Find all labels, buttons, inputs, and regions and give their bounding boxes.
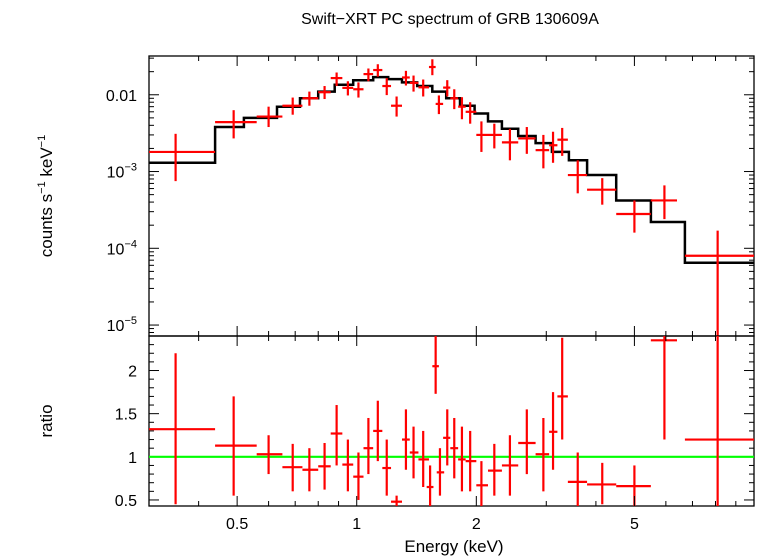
spectrum-data-point <box>353 82 364 98</box>
spectrum-data-point <box>435 95 444 115</box>
spectrum-data-point <box>363 68 374 82</box>
ratio-y-axis-label: ratio <box>37 404 56 437</box>
spectrum-panel: 0.01 10−3 10−4 10−5 <box>106 55 755 337</box>
x-axis: 0.5 1 2 5 <box>148 56 737 533</box>
ratio-y-tick-label: 2 <box>128 364 137 381</box>
spectrum-data-point <box>549 131 558 163</box>
ratio-data-point <box>557 337 568 440</box>
ratio-data-point <box>382 439 392 496</box>
spectrum-data-point <box>557 127 568 156</box>
spectrum-data-point <box>443 80 451 97</box>
spectrum-data-point <box>302 91 319 106</box>
ratio-data-point <box>426 465 434 506</box>
ratio-data-point <box>587 462 617 505</box>
ratio-y-tick-label: 1 <box>128 450 137 467</box>
ratio-data-point <box>436 448 445 496</box>
spectrum-data-point <box>487 123 502 149</box>
spectrum-data-point <box>330 72 343 87</box>
x-tick-label: 5 <box>630 516 639 533</box>
spectrum-data-point <box>450 89 459 110</box>
spectrum-data-point <box>215 110 257 139</box>
model-step-line <box>149 75 754 264</box>
spectrum-data-point <box>428 59 436 76</box>
chart-title: Swift−XRT PC spectrum of GRB 130609A <box>301 11 599 28</box>
spectrum-data-point <box>476 121 488 152</box>
spectrum-data-point <box>650 185 678 220</box>
ratio-data-point <box>443 409 451 466</box>
spectrum-data-point <box>409 75 419 92</box>
spectrum-y-axis-label: counts s−1 keV−1 <box>36 135 56 257</box>
ratio-data-point <box>256 435 283 475</box>
x-tick-label: 2 <box>472 516 481 533</box>
spectrum-data-point <box>465 102 477 124</box>
spectrum-data-point <box>587 178 617 205</box>
spectrum-data-point <box>616 200 651 233</box>
ratio-panel: 0.5 1 1.5 2 <box>115 335 755 510</box>
ratio-data-point <box>616 465 651 506</box>
ratio-data-point <box>353 452 364 500</box>
spectrum-data-point <box>318 86 331 100</box>
spectrum-y-tick-label: 0.01 <box>106 88 137 105</box>
spectrum-y-tick-label: 10−5 <box>107 315 137 335</box>
ratio-data-point <box>458 426 466 492</box>
ratio-y-tick-label: 0.5 <box>115 493 137 510</box>
ratio-data-point <box>432 336 439 394</box>
spectrum-y-tick-label: 10−4 <box>107 238 137 258</box>
spectrum-data-point <box>149 133 216 182</box>
ratio-data-point <box>535 417 550 492</box>
ratio-data-point <box>318 443 331 490</box>
ratio-data-point <box>215 396 257 496</box>
ratio-data-point <box>450 417 459 479</box>
spectrum-data-point <box>391 96 402 117</box>
ratio-data-point <box>363 417 374 475</box>
x-axis-label: Energy (keV) <box>404 537 503 556</box>
ratio-data-point <box>501 435 519 496</box>
spectrum-data-point <box>373 64 383 77</box>
ratio-data-point <box>518 409 536 475</box>
ratio-data-point <box>330 405 343 466</box>
spectrum-y-tick-label: 10−3 <box>107 162 137 182</box>
ratio-data-point <box>549 392 558 470</box>
spectrum-data-point <box>382 78 392 96</box>
spectrum-data-point <box>684 230 754 336</box>
ratio-data-point <box>650 336 678 440</box>
ratio-y-tick-label: 1.5 <box>115 407 137 424</box>
ratio-data-point <box>149 353 216 505</box>
ratio-data-point <box>342 439 354 492</box>
ratio-data-point <box>282 443 303 492</box>
spectrum-data-point <box>458 97 466 120</box>
spectrum-data-point <box>418 79 429 97</box>
spectrum-data-point <box>282 97 303 115</box>
ratio-frame <box>148 335 755 507</box>
ratio-data-point <box>418 430 429 488</box>
spectrum-data-point <box>567 160 588 194</box>
spectrum-data-point <box>518 127 536 154</box>
ratio-data-point <box>401 409 410 470</box>
ratio-data-point <box>487 443 502 496</box>
ratio-data-point <box>567 452 588 506</box>
spectrum-data-point <box>256 106 283 128</box>
spectrum-data-point <box>401 70 410 86</box>
ratio-data-point <box>391 495 402 506</box>
ratio-data-point <box>302 448 319 492</box>
ratio-data-point <box>465 430 477 492</box>
spectrum-data-point <box>501 128 519 161</box>
ratio-data-point <box>409 426 419 479</box>
ratio-data-point <box>684 336 754 506</box>
ratio-data-point <box>373 400 383 462</box>
x-tick-label: 0.5 <box>226 516 248 533</box>
spectrum-data-point <box>535 134 550 169</box>
ratio-data-point <box>476 461 488 506</box>
y-axis-labels: counts s−1 keV−1 ratio <box>36 135 56 438</box>
spectrum-data-point <box>342 81 354 96</box>
x-tick-label: 1 <box>352 516 361 533</box>
